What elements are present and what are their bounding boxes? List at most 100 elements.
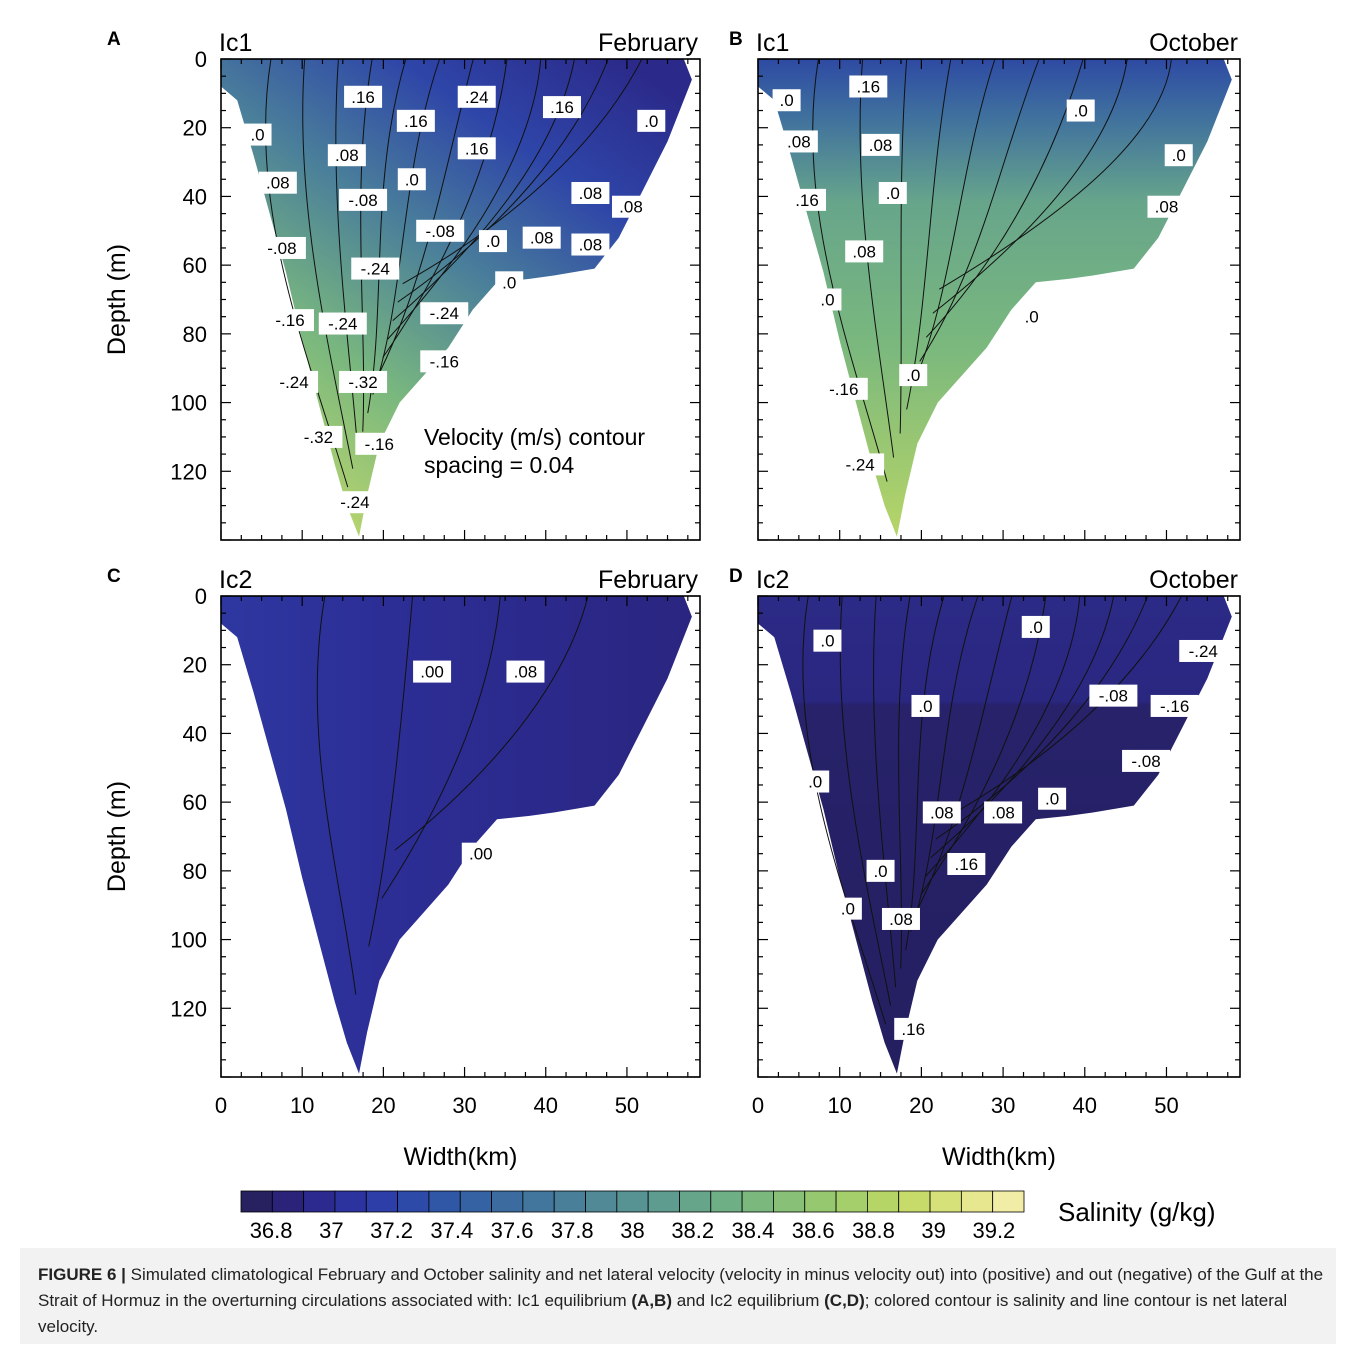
contour-label-box (339, 370, 388, 393)
contour-label: .16 (788, 188, 827, 211)
salinity-field (221, 59, 692, 537)
contour-label-text: .08 (619, 198, 643, 217)
contour-label-box (397, 168, 426, 191)
colorbar-tick-label: 37.4 (430, 1218, 473, 1243)
contour-label-box (266, 309, 315, 332)
x-tick-label: 50 (615, 1093, 639, 1118)
contour-label-text: .08 (869, 136, 893, 155)
contour-label: -.16 (819, 377, 868, 400)
contour-label: .08 (1147, 195, 1186, 218)
x-tick-label: 20 (909, 1093, 933, 1118)
colorbar-swatch (773, 1190, 806, 1213)
contour-label: .0 (801, 770, 830, 793)
colorbar-swatch (804, 1190, 837, 1213)
contour-label-text: .08 (1155, 198, 1179, 217)
contour-line (912, 58, 996, 386)
contour-label-text: .08 (579, 184, 603, 203)
contour-label-box (1150, 694, 1199, 717)
contour-label-text: -.32 (304, 428, 333, 447)
caption-text-b: and Ic2 equilibrium (671, 1291, 825, 1310)
contour-label-text: .16 (795, 191, 819, 210)
contour-label: .16 (396, 109, 435, 132)
contour-label: -.32 (294, 425, 343, 448)
contour-line (367, 58, 407, 414)
contour-line (930, 595, 1115, 859)
colorbar-swatch (898, 1190, 931, 1213)
y-tick-label: 120 (170, 459, 207, 484)
colorbar-swatch (303, 1190, 336, 1213)
salinity-field (758, 59, 1232, 537)
contour-label-text: .0 (906, 366, 920, 385)
contour-label: .16 (947, 852, 986, 875)
contour-label: .08 (779, 130, 818, 153)
contour-label-box (878, 181, 907, 204)
contour-label: .0 (1038, 787, 1067, 810)
contour-label-text: -.24 (430, 304, 459, 323)
contour-line (859, 58, 895, 458)
contour-label: -.24 (836, 453, 885, 476)
colorbar-swatch (397, 1190, 430, 1213)
colorbar-tick-label: 37.8 (551, 1218, 594, 1243)
contour-label: -.16 (266, 309, 315, 332)
contour-label-box (571, 233, 610, 256)
colorbar-tick-label: 39 (921, 1218, 945, 1243)
annotation-line-2: spacing = 0.04 (424, 452, 574, 478)
contour-label-text: -.08 (267, 239, 296, 258)
contour-line (919, 58, 1040, 362)
y-tick-label: 0 (195, 584, 207, 609)
contour-label-box (506, 660, 545, 683)
contour-label-box (1089, 684, 1138, 707)
contour-label-box (845, 240, 884, 263)
y-tick-label: 100 (170, 928, 207, 953)
contour-line (368, 595, 414, 947)
colorbar-tick-label: 37.2 (370, 1218, 413, 1243)
contour-label: .16 (849, 75, 888, 98)
y-tick-label: 20 (183, 116, 207, 141)
contour-label: -.16 (1150, 694, 1199, 717)
contour-label: .0 (1066, 99, 1095, 122)
y-tick-label: 80 (183, 859, 207, 884)
contour-label-text: .08 (787, 132, 811, 151)
contour-label-text: .08 (852, 242, 876, 261)
contour-label: .0 (397, 168, 426, 191)
x-tick-label: 10 (827, 1093, 851, 1118)
contour-label: -.24 (318, 312, 367, 335)
contour-label-box (779, 130, 818, 153)
x-tick-label: 40 (534, 1093, 558, 1118)
contour-label: .08 (506, 660, 545, 683)
contour-label-text: -.24 (328, 315, 357, 334)
contour-label-box (396, 109, 435, 132)
contour-label: .0 (878, 181, 907, 204)
contour-label-box (984, 801, 1023, 824)
contour-label: .0 (478, 230, 507, 253)
contour-label-text: -.16 (365, 435, 394, 454)
contour-label-box (611, 195, 650, 218)
contour-label-box (344, 85, 383, 108)
contour-label: .0 (1017, 305, 1046, 328)
contour-label-box (813, 288, 842, 311)
contour-label-text: .0 (779, 91, 793, 110)
colorbar-swatch (867, 1190, 900, 1213)
colorbar-swatch (679, 1190, 712, 1213)
y-tick-label: 20 (183, 653, 207, 678)
contour-label-box (772, 89, 801, 112)
contour-label-text: -.16 (430, 352, 459, 371)
contour-label-text: .0 (1029, 618, 1043, 637)
annotation-line-1: Velocity (m/s) contour (424, 424, 645, 450)
contour-line (925, 595, 1081, 877)
colorbar-tick-label: 37 (319, 1218, 343, 1243)
contour-label-text: .24 (465, 88, 489, 107)
contour-label: .0 (637, 109, 666, 132)
contour-line (910, 595, 979, 932)
contour-label-text: .0 (808, 773, 822, 792)
contour-label-text: .0 (1074, 102, 1088, 121)
contour-label-box (270, 370, 319, 393)
contour-label-box (478, 230, 507, 253)
contour-label-text: .0 (820, 291, 834, 310)
panel-b: B Ic1 October .16 .0 .0 .08 .08 .0 .16 .0 .08 .08 .0.… (729, 29, 1241, 541)
contour-label: -.24 (420, 302, 469, 325)
contour-label: .0 (866, 859, 895, 882)
panel-left-title: Ic1 (756, 29, 789, 57)
caption-label: FIGURE 6 | (38, 1265, 126, 1284)
contour-label-box (413, 660, 452, 683)
